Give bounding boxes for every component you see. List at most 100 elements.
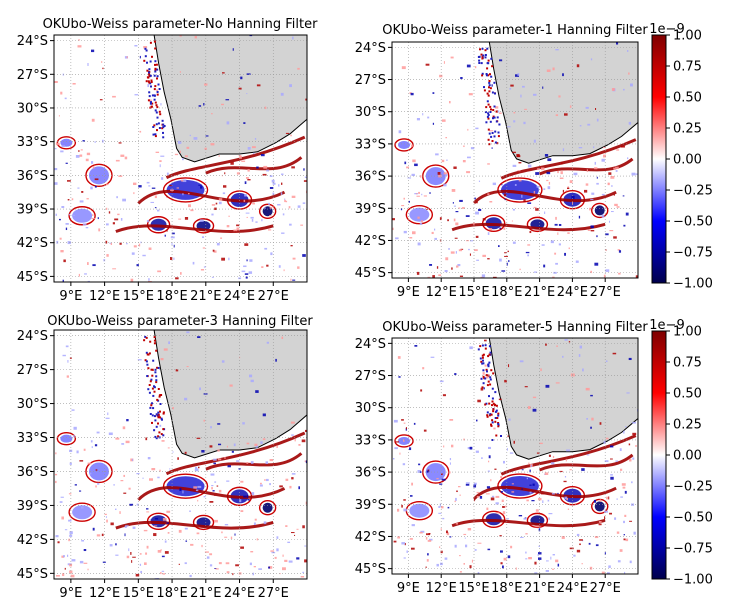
filament-2 bbox=[137, 486, 286, 501]
colorbar-tick-label-1: 1.00 bbox=[673, 29, 702, 44]
filament-3 bbox=[451, 222, 606, 232]
x-tick-label-5: 21°E bbox=[190, 586, 221, 601]
eddy-rim-8 bbox=[591, 202, 609, 219]
x-tick-label-6: 24°E bbox=[557, 285, 588, 300]
eddy-7 bbox=[60, 138, 73, 147]
y-tick-label-2: 27°S bbox=[355, 369, 386, 384]
x-tick-label-4: 18°E bbox=[491, 581, 522, 596]
y-tick-label-3: 30°S bbox=[17, 397, 48, 412]
filament-4 bbox=[539, 453, 634, 472]
x-tick-label-1: 9°E bbox=[397, 285, 420, 300]
chart-panel-1: OKUbo-Weiss parameter-No Hanning Filter 2… bbox=[17, 17, 318, 304]
y-tick-label-7: 42°S bbox=[355, 234, 386, 249]
eddy-1 bbox=[425, 167, 446, 186]
okubo-weiss-field bbox=[54, 35, 307, 282]
x-tick-label-2: 12°E bbox=[426, 581, 457, 596]
eddy-rim-6 bbox=[192, 514, 215, 531]
x-tick-label-3: 15°E bbox=[458, 285, 489, 300]
eddy-rim-6 bbox=[526, 216, 549, 233]
land-mass bbox=[488, 338, 638, 460]
x-tick-label-7: 27°E bbox=[590, 581, 621, 596]
eddy-8 bbox=[594, 205, 605, 216]
okubo-weiss-field bbox=[392, 42, 638, 278]
eddy-8 bbox=[262, 502, 273, 513]
y-tick-label-4: 33°S bbox=[355, 433, 386, 448]
chart-panel-3: OKUbo-Weiss parameter-3 Hanning Filter24… bbox=[17, 314, 314, 601]
colorbar-tick-label-7: −0.50 bbox=[673, 215, 713, 230]
colorbar-tick-label-4: 0.25 bbox=[673, 418, 702, 433]
y-tick-label-2: 27°S bbox=[17, 363, 48, 378]
gridlines bbox=[392, 338, 638, 574]
eddy-rim-8 bbox=[258, 499, 277, 516]
filament-1 bbox=[165, 431, 306, 476]
chart-title: OKUbo-Weiss parameter-3 Hanning Filter bbox=[47, 314, 313, 329]
chart-title: OKUbo-Weiss parameter-1 Hanning Filter bbox=[382, 23, 648, 38]
eddy-4 bbox=[409, 207, 430, 222]
eddy-rim-2 bbox=[497, 177, 543, 203]
y-tick-label-2: 27°S bbox=[355, 73, 386, 88]
x-tick-label-5: 21°E bbox=[190, 289, 221, 304]
y-tick-label-1: 24°S bbox=[17, 329, 48, 344]
y-tick-label-7: 42°S bbox=[17, 236, 48, 251]
y-tick-label-4: 33°S bbox=[355, 137, 386, 152]
axes-frame bbox=[53, 329, 308, 580]
y-tick-label-1: 24°S bbox=[355, 41, 386, 56]
colorbar-tick-label-3: 0.50 bbox=[673, 91, 702, 106]
eddy-rim-4 bbox=[68, 502, 96, 522]
y-tick-label-3: 30°S bbox=[355, 401, 386, 416]
eddy-rim-4 bbox=[68, 206, 96, 226]
x-tick-label-2: 12°E bbox=[426, 285, 457, 300]
colorbar-tick-label-6: −0.25 bbox=[673, 480, 713, 495]
x-tick-label-7: 27°E bbox=[258, 586, 289, 601]
colorbar-tick-label-8: −0.75 bbox=[673, 542, 713, 557]
x-tick-label-7: 27°E bbox=[590, 285, 621, 300]
filament-3 bbox=[115, 224, 274, 233]
okubo-weiss-field bbox=[55, 331, 307, 579]
colorbar-offset-label: 1e−9 bbox=[649, 318, 684, 333]
y-tick-label-6: 39°S bbox=[17, 499, 48, 514]
y-tick-label-8: 45°S bbox=[17, 270, 48, 285]
x-tick-label-1: 9°E bbox=[59, 586, 82, 601]
colorbar-gradient bbox=[651, 34, 667, 284]
y-tick-label-3: 30°S bbox=[355, 105, 386, 120]
eddy-1 bbox=[425, 463, 446, 482]
filament-4 bbox=[205, 156, 303, 175]
speckle bbox=[55, 331, 307, 579]
colorbar-tick-label-5: 0.00 bbox=[673, 153, 702, 168]
okubo-weiss-field bbox=[393, 339, 638, 574]
speckle bbox=[393, 339, 638, 574]
eddy-4 bbox=[72, 505, 93, 520]
y-tick-label-5: 36°S bbox=[355, 466, 386, 481]
colorbar: 1.00 0.75 0.50 0.25 0.00 −0.25 −0.50 −0.75 −1.00… bbox=[649, 318, 713, 588]
y-tick-label-1: 24°S bbox=[355, 337, 386, 352]
y-tick-label-6: 39°S bbox=[355, 202, 386, 217]
y-tick-label-7: 42°S bbox=[355, 530, 386, 545]
colorbar-tick-label-7: −0.50 bbox=[673, 511, 713, 526]
filament-1 bbox=[165, 135, 306, 179]
filament-2 bbox=[137, 189, 286, 205]
land-mass bbox=[488, 42, 638, 164]
axes-frame bbox=[391, 337, 639, 575]
filament-2 bbox=[472, 189, 617, 204]
filament-1 bbox=[500, 138, 637, 180]
axes-frame bbox=[391, 41, 639, 279]
x-tick-label-1: 9°E bbox=[59, 289, 82, 304]
filament-4 bbox=[205, 452, 303, 471]
map-area bbox=[54, 35, 307, 282]
gridlines bbox=[392, 42, 638, 278]
colorbar-gradient bbox=[651, 330, 667, 580]
map-area bbox=[392, 42, 638, 278]
eddy-7 bbox=[60, 434, 73, 443]
chart-panel-2: OKUbo-Weiss parameter-1 Hanning Filter 24… bbox=[355, 22, 713, 300]
filament-3 bbox=[451, 518, 606, 528]
colorbar-tick-label-4: 0.25 bbox=[673, 122, 702, 137]
colorbar-offset-label: 1e−9 bbox=[649, 22, 684, 37]
colorbar-tick-label-9: −1.00 bbox=[673, 277, 713, 292]
colorbar: 1.00 0.75 0.50 0.25 0.00 −0.25 −0.50 −0.75 −1.00… bbox=[649, 22, 713, 292]
eddy-rim-7 bbox=[56, 431, 77, 446]
y-tick-label-2: 27°S bbox=[17, 68, 48, 83]
y-tick-label-8: 45°S bbox=[355, 266, 386, 281]
x-tick-label-6: 24°E bbox=[557, 581, 588, 596]
x-tick-label-3: 15°E bbox=[123, 289, 154, 304]
y-tick-label-6: 39°S bbox=[17, 203, 48, 218]
